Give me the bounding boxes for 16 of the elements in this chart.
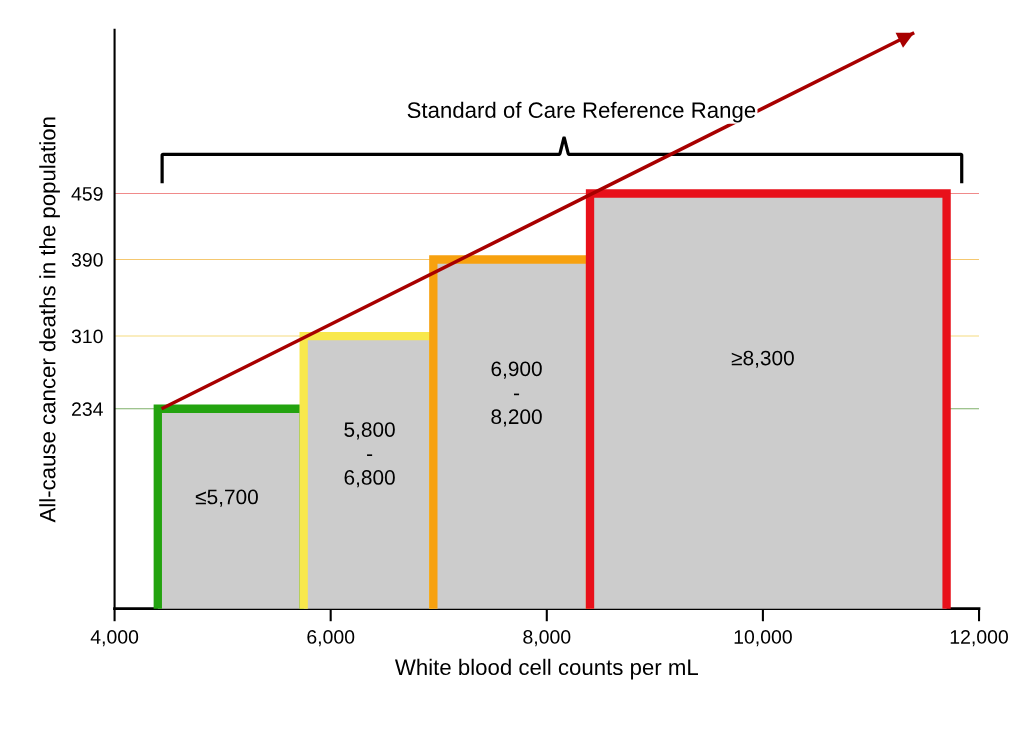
annotation: ≤5,700 [195, 489, 258, 507]
y-tick-label: 390 [71, 252, 103, 267]
y-axis-title: All-cause cancer deaths in the population [39, 117, 60, 523]
x-tick-label: 4,000 [90, 630, 139, 647]
y-tick-label: 310 [71, 329, 103, 344]
y-tick-label: 459 [71, 186, 103, 201]
annotation: ≥8,300 [731, 350, 794, 368]
x-tick-label: 6,000 [307, 630, 355, 647]
y-tick-label: 234 [72, 402, 103, 416]
annotation: 6,900 - 8,200 [491, 361, 542, 427]
x-tick-label: 10,000 [734, 630, 792, 647]
x-tick-label: 8,000 [523, 630, 571, 647]
annotation: 5,800 - 6,800 [344, 422, 395, 488]
x-axis-title: White blood cell counts per mL [394, 658, 698, 680]
x-tick-label: 12,000 [950, 630, 1008, 647]
annotation: Standard of Care Reference Range [407, 101, 756, 123]
